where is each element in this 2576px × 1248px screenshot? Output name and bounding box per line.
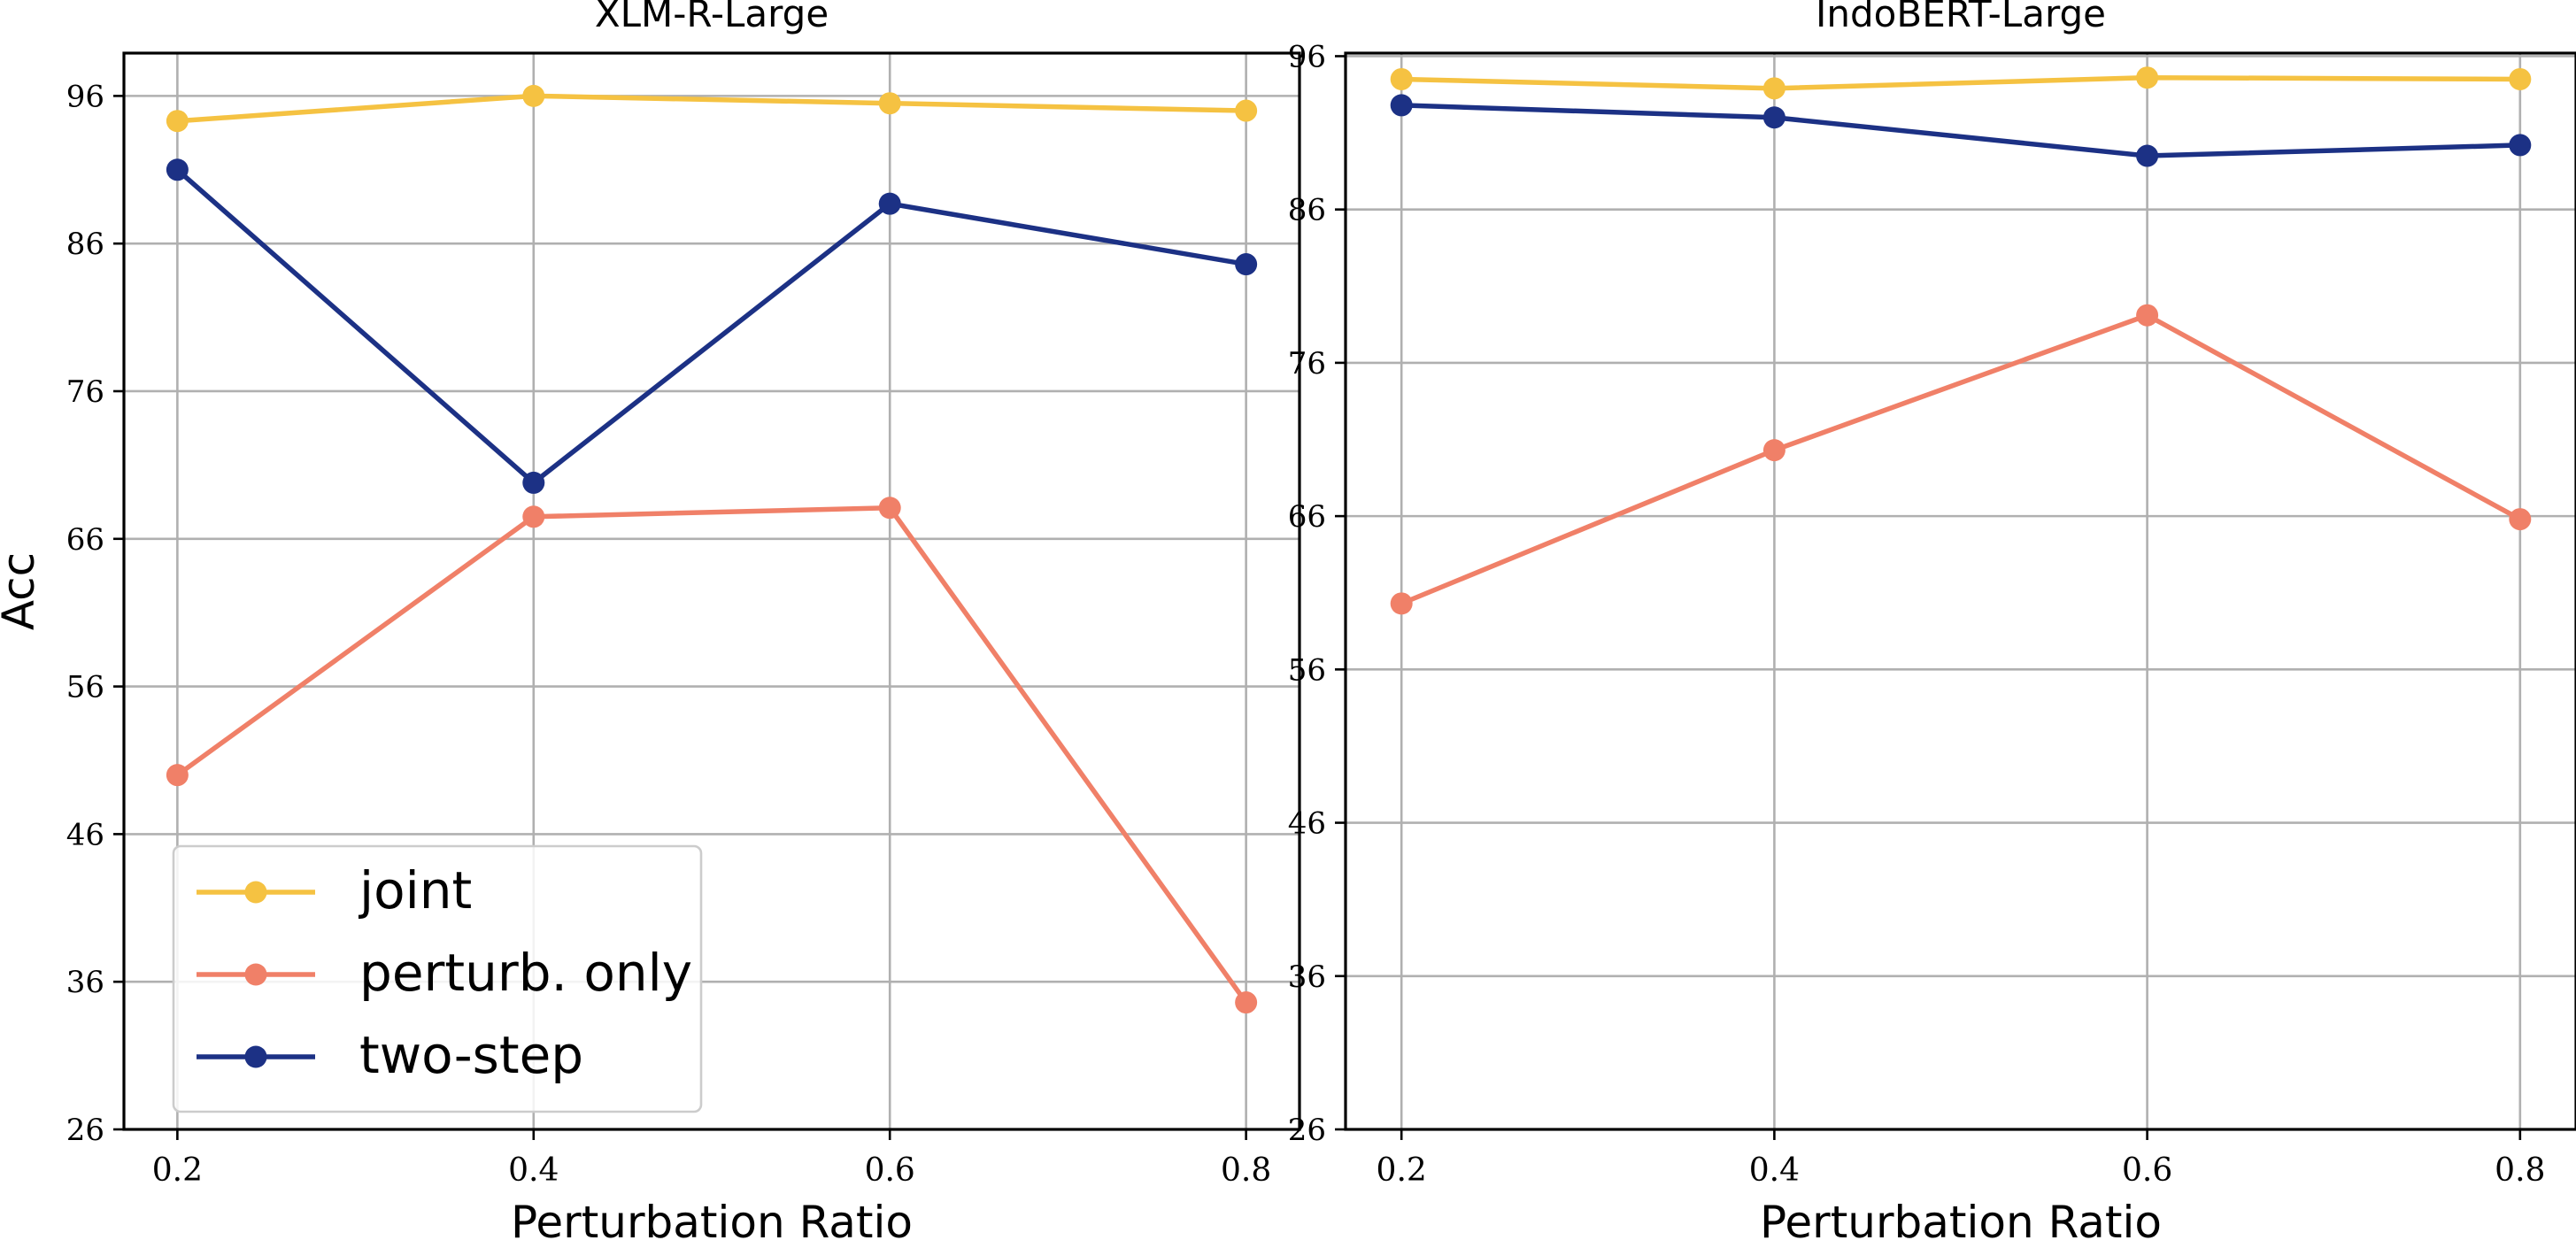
x-tick-label: 0.2	[1377, 1152, 1427, 1189]
series-line-two-step	[175, 167, 1247, 486]
data-point-joint	[1235, 99, 1258, 122]
y-tick-label: 96	[1288, 39, 1326, 74]
legend-swatch-marker	[244, 963, 267, 986]
data-point-perturb-only	[1762, 439, 1785, 462]
y-tick-label: 76	[66, 374, 104, 410]
x-axis-label: Perturbation Ratio	[1760, 1197, 2162, 1248]
legend: joint perturb. only two-step	[172, 844, 703, 1113]
y-tick-label: 26	[1288, 1113, 1326, 1148]
series-line-joint	[177, 93, 1246, 124]
y-tick-label: 66	[66, 522, 104, 558]
data-point-two-step	[878, 192, 901, 215]
series-line-two-step	[1401, 103, 2520, 158]
data-point-joint	[2509, 67, 2532, 90]
legend-label-two-step: two-step	[359, 1025, 583, 1085]
y-tick-label: 56	[66, 670, 104, 705]
y-tick-label: 76	[1288, 346, 1326, 381]
data-point-joint	[522, 84, 545, 107]
data-point-joint	[2136, 66, 2159, 89]
data-point-two-step	[2509, 134, 2532, 157]
data-point-perturb-only	[522, 505, 545, 528]
chart-title: XLM-R-Large	[595, 0, 829, 35]
y-tick-label: 86	[1288, 193, 1326, 228]
data-point-perturb-only	[1235, 991, 1258, 1014]
data-point-two-step	[2136, 144, 2159, 167]
chart-panel-xlm-r-large: 0.2 0.4 0.6 0.8 26 36 46 56 66 76 86 96 XLM-R-Large P…	[0, 0, 1301, 1248]
legend-swatch-marker	[244, 881, 267, 904]
series-line-perturb-only	[1400, 312, 2522, 606]
data-point-perturb-only	[878, 497, 901, 520]
data-point-joint	[1762, 77, 1785, 100]
series-joint	[1390, 66, 2532, 100]
chart-title: IndoBERT-Large	[1816, 0, 2106, 35]
x-tick-label: 0.4	[1749, 1152, 1800, 1189]
data-point-perturb-only	[2136, 304, 2159, 327]
data-point-two-step	[1762, 106, 1785, 129]
data-point-joint	[878, 92, 901, 115]
series-two-step	[1390, 94, 2532, 167]
series-perturb-only	[1390, 304, 2532, 615]
y-tick-label: 26	[66, 1113, 104, 1148]
series-line-perturb-only	[175, 505, 1248, 1005]
x-tick-label: 0.8	[1221, 1152, 1271, 1189]
data-point-joint	[1390, 67, 1413, 90]
legend-label-joint: joint	[358, 860, 472, 921]
x-tick-label: 0.2	[152, 1152, 203, 1189]
legend-label-perturb-only: perturb. only	[359, 943, 692, 1003]
y-tick-label: 96	[66, 79, 104, 114]
data-point-two-step	[1390, 94, 1413, 117]
x-tick-label: 0.4	[508, 1152, 559, 1189]
legend-box	[172, 844, 703, 1113]
data-point-two-step	[522, 471, 545, 494]
y-tick-label: 86	[66, 227, 104, 262]
data-point-joint	[166, 110, 189, 133]
y-tick-label: 36	[1288, 959, 1326, 995]
data-point-perturb-only	[1390, 592, 1413, 615]
x-tick-label: 0.8	[2495, 1152, 2545, 1189]
y-tick-label: 46	[1288, 806, 1326, 842]
series-line-joint	[1401, 74, 2520, 91]
y-axis-label: Acc	[0, 552, 44, 630]
series-joint	[166, 84, 1258, 133]
x-tick-label: 0.6	[865, 1152, 915, 1189]
data-point-two-step	[1235, 253, 1258, 276]
data-point-perturb-only	[2509, 508, 2532, 531]
y-tick-label: 36	[66, 965, 104, 1000]
plot-frame	[122, 51, 1301, 1131]
chart-panel-indobert-large: 0.2 0.4 0.6 0.8 26 36 46 56 66 76 86 96 IndoBERT-Lar…	[1288, 0, 2576, 1248]
y-tick-label: 56	[1288, 652, 1326, 688]
legend-swatch-marker	[244, 1045, 267, 1068]
series-two-step	[166, 158, 1258, 494]
x-tick-label: 0.6	[2122, 1152, 2172, 1189]
series-perturb-only	[166, 497, 1258, 1014]
y-tick-label: 46	[66, 817, 104, 852]
data-point-two-step	[166, 158, 189, 181]
data-point-perturb-only	[166, 764, 189, 787]
y-tick-label: 66	[1288, 499, 1326, 535]
x-axis-label: Perturbation Ratio	[511, 1197, 913, 1248]
plot-frame	[1344, 51, 2576, 1131]
